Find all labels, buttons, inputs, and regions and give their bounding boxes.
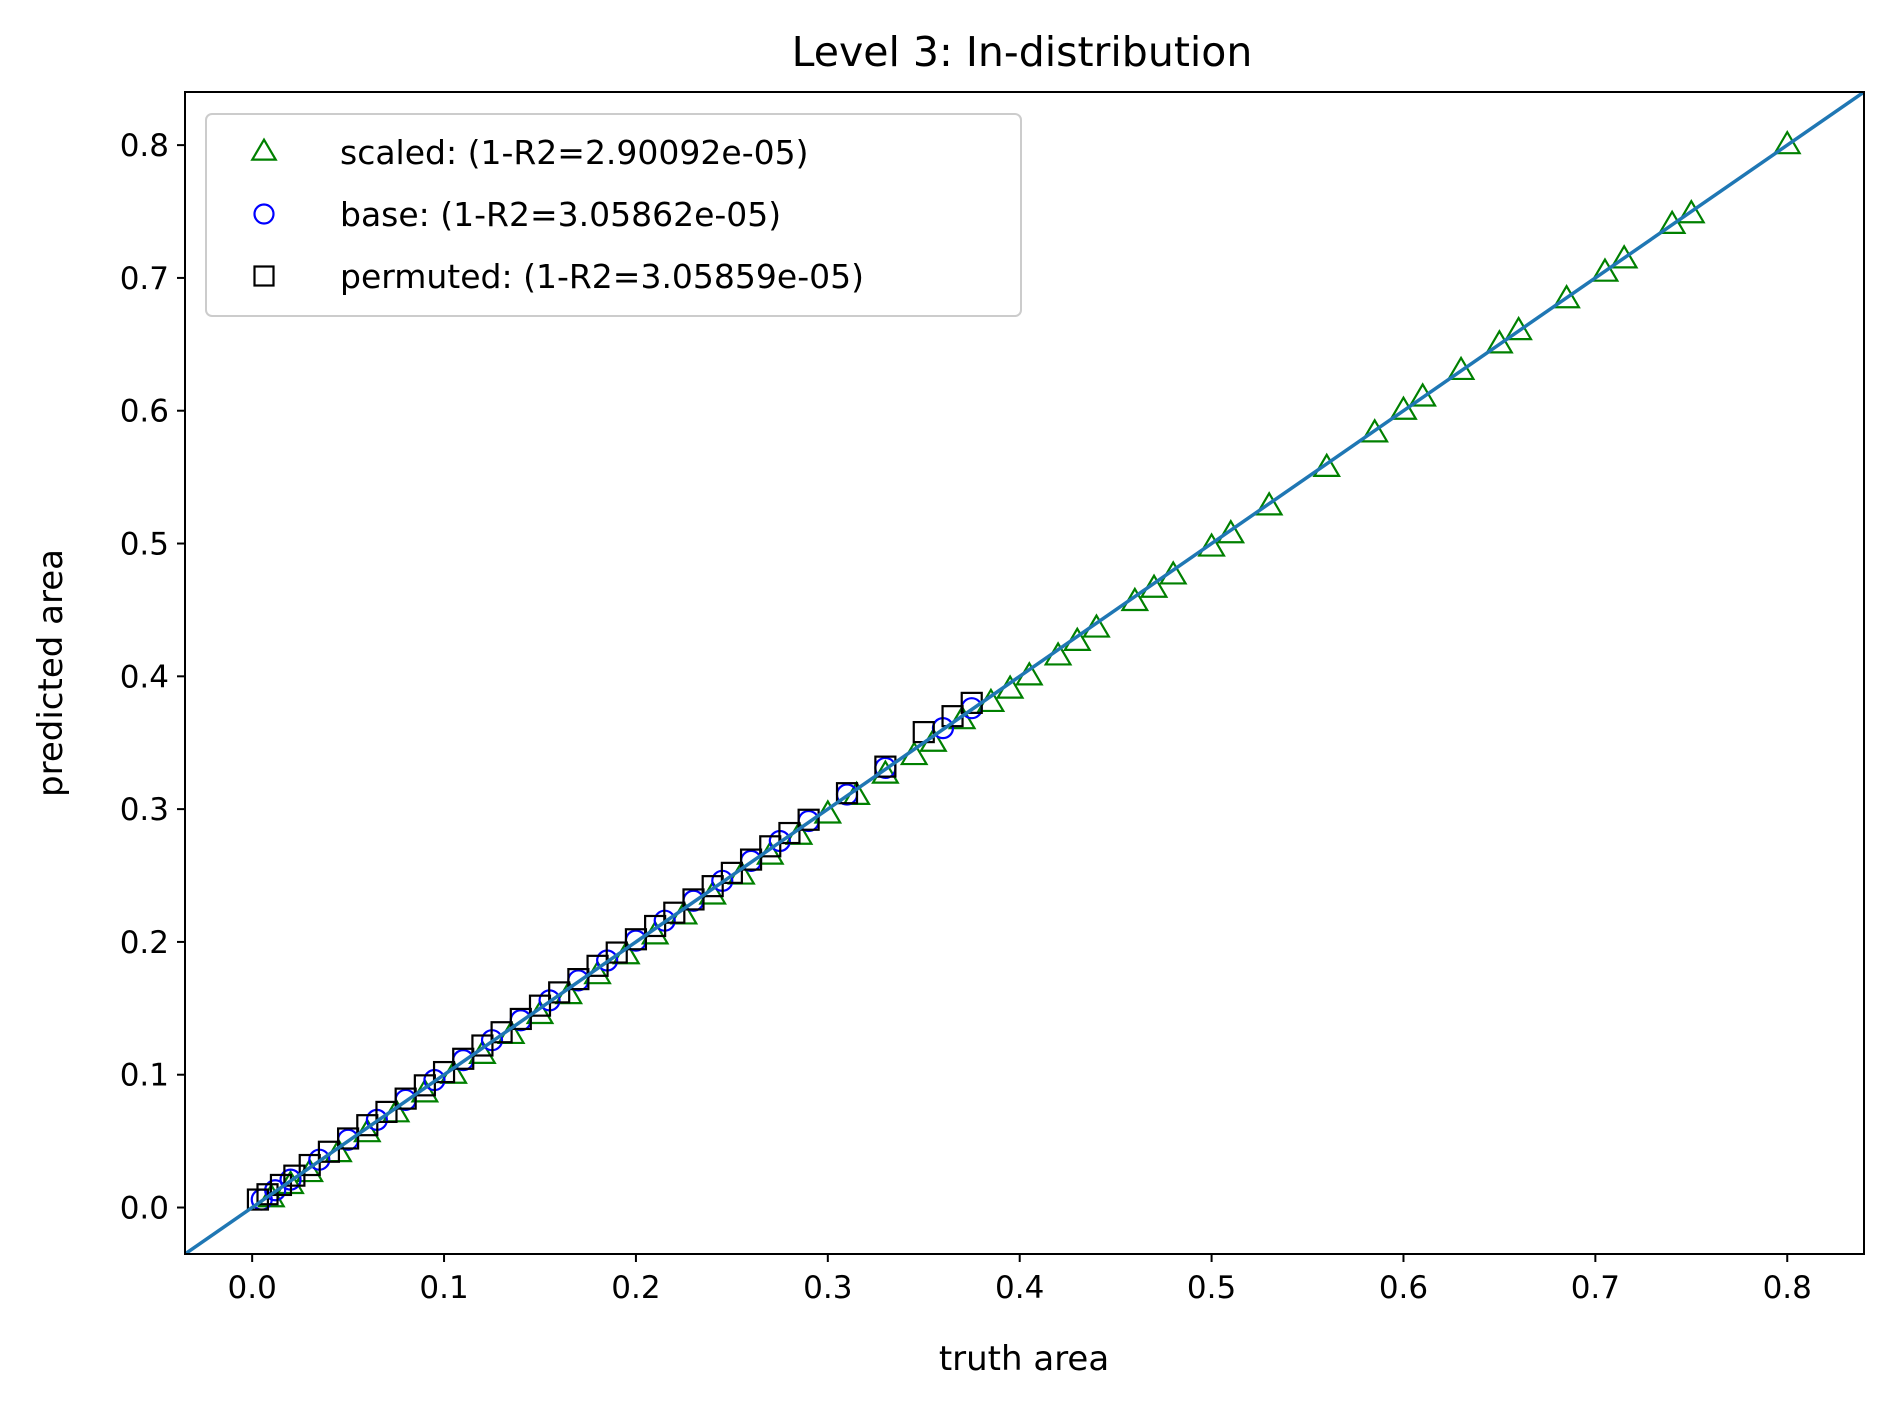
data-point bbox=[778, 821, 801, 845]
data-point bbox=[1216, 519, 1246, 544]
legend-item: permuted: (1-R2=3.05859e-05) bbox=[253, 257, 864, 296]
y-tick-label: 0.1 bbox=[120, 1058, 169, 1094]
x-tick-label: 0.1 bbox=[419, 1270, 468, 1306]
legend-box bbox=[205, 113, 1022, 317]
data-point bbox=[317, 1140, 341, 1163]
data-point bbox=[394, 1087, 417, 1110]
x-tick-label: 0.6 bbox=[1379, 1270, 1428, 1306]
data-point bbox=[701, 875, 724, 898]
data-point bbox=[720, 861, 743, 884]
y-tick-label: 0.5 bbox=[120, 527, 169, 563]
x-axis-label: truth area bbox=[939, 1339, 1109, 1379]
data-point bbox=[452, 1047, 475, 1070]
legend-label: permuted: (1-R2=3.05859e-05) bbox=[340, 257, 864, 296]
data-point bbox=[413, 1074, 436, 1097]
data-point bbox=[1254, 491, 1284, 516]
legend: scaled: (1-R2=2.90092e-05) base: (1-R2=3.… bbox=[205, 113, 1022, 317]
data-point bbox=[1552, 283, 1581, 309]
data-point bbox=[835, 782, 859, 805]
data-point bbox=[375, 1100, 398, 1124]
data-point bbox=[739, 848, 763, 871]
data-point bbox=[682, 888, 705, 911]
data-point bbox=[1312, 452, 1341, 477]
data-point bbox=[1609, 244, 1639, 269]
x-tick-label: 0.5 bbox=[1187, 1270, 1236, 1306]
data-point bbox=[1590, 257, 1620, 282]
x-tick-label: 0.2 bbox=[611, 1270, 660, 1306]
x-tick-label: 0.8 bbox=[1763, 1270, 1812, 1306]
data-point bbox=[797, 808, 820, 831]
legend-label: scaled: (1-R2=2.90092e-05) bbox=[340, 133, 808, 172]
data-point bbox=[490, 1021, 513, 1044]
data-point bbox=[567, 968, 590, 991]
x-axis: 0.0 0.1 0.2 0.3 0.4 0.5 0.6 0.7 0.8 bbox=[228, 1254, 1812, 1306]
plot-area bbox=[185, 92, 1864, 1254]
data-point bbox=[586, 954, 609, 977]
x-tick-label: 0.3 bbox=[803, 1270, 852, 1306]
legend-label: base: (1-R2=3.05862e-05) bbox=[340, 195, 781, 234]
data-point bbox=[471, 1034, 494, 1057]
y-tick-label: 0.4 bbox=[120, 659, 169, 695]
legend-marker-triangle bbox=[250, 137, 278, 161]
y-tick-label: 0.6 bbox=[120, 394, 169, 430]
data-point bbox=[663, 901, 686, 924]
chart-title: Level 3: In-distribution bbox=[792, 28, 1253, 76]
y-tick-label: 0.2 bbox=[120, 925, 169, 961]
data-point bbox=[874, 755, 897, 778]
data-point bbox=[356, 1114, 379, 1137]
y-tick-label: 0.0 bbox=[120, 1191, 169, 1227]
y-tick-label: 0.3 bbox=[120, 792, 169, 828]
y-tick-label: 0.8 bbox=[120, 128, 169, 164]
data-point bbox=[509, 1007, 532, 1031]
x-tick-label: 0.7 bbox=[1571, 1270, 1620, 1306]
data-point bbox=[432, 1060, 456, 1084]
data-point bbox=[624, 928, 648, 951]
data-point bbox=[759, 835, 782, 858]
y-tick-label: 0.7 bbox=[120, 261, 169, 297]
x-tick-label: 0.4 bbox=[995, 1270, 1044, 1306]
legend-marker-circle bbox=[253, 203, 275, 225]
plot-frame bbox=[184, 91, 1865, 1255]
series-square bbox=[246, 691, 983, 1211]
data-point bbox=[644, 914, 667, 938]
data-point bbox=[1360, 418, 1389, 443]
legend-item: base: (1-R2=3.05862e-05) bbox=[253, 195, 781, 234]
legend-item: scaled: (1-R2=2.90092e-05) bbox=[250, 133, 808, 172]
reference-line bbox=[185, 92, 1864, 1254]
data-point bbox=[1197, 532, 1226, 557]
data-point bbox=[548, 981, 571, 1004]
data-point bbox=[605, 941, 628, 964]
data-point bbox=[298, 1153, 321, 1177]
data-point bbox=[528, 994, 552, 1017]
y-axis: 0.0 0.1 0.2 0.3 0.4 0.5 0.6 0.7 0.8 bbox=[120, 128, 185, 1227]
legend-marker-square bbox=[253, 265, 275, 287]
x-tick-label: 0.0 bbox=[228, 1270, 277, 1306]
data-point bbox=[337, 1127, 360, 1150]
data-point bbox=[1677, 199, 1706, 224]
y-axis-label: predicted area bbox=[31, 549, 71, 797]
